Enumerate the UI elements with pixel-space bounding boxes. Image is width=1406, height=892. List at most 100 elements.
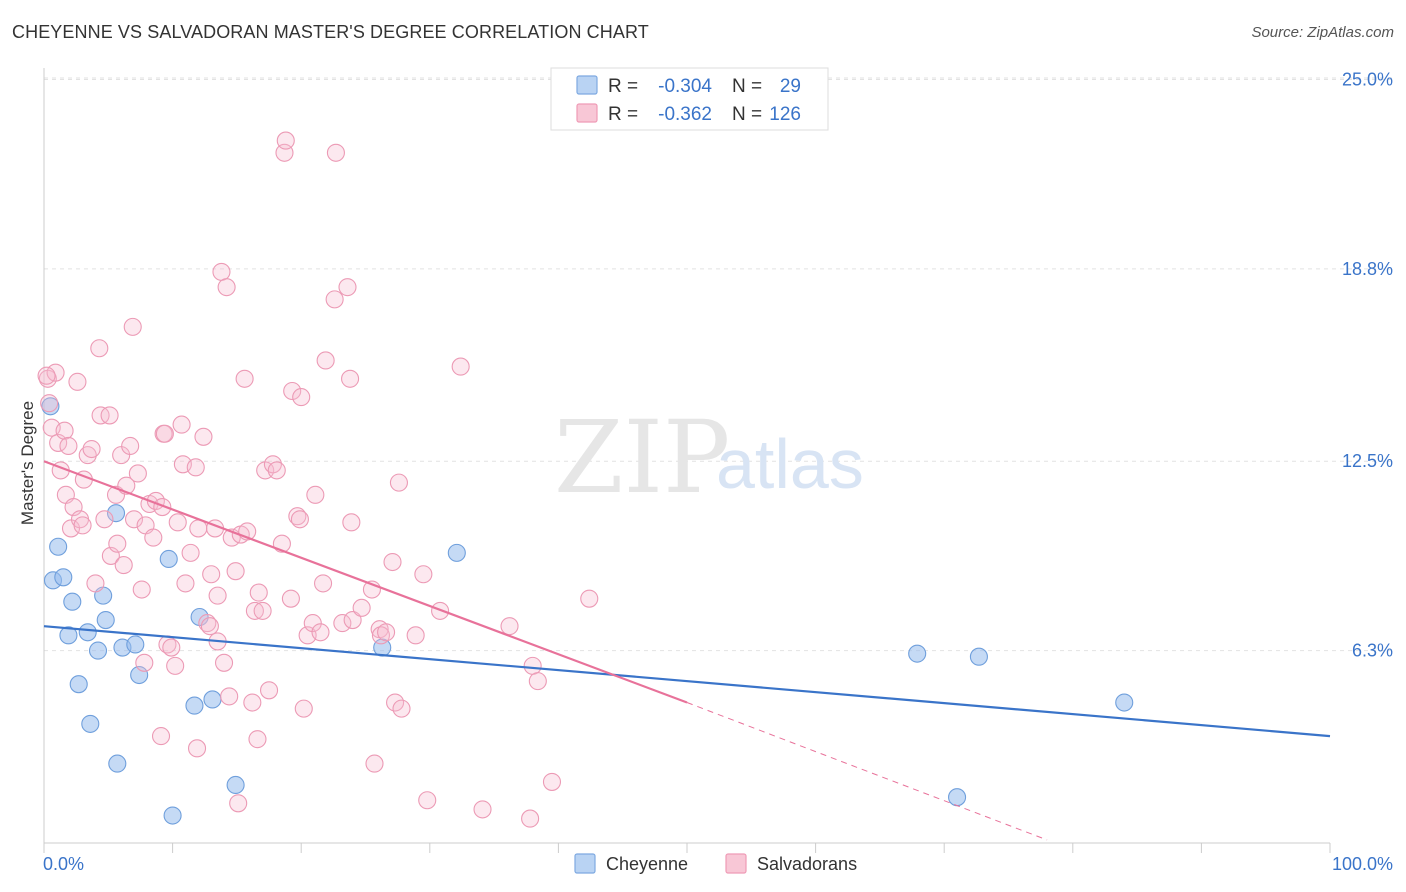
salvadoran-point — [338, 278, 357, 297]
cheyenne-trend-line — [43, 625, 1331, 738]
cheyenne-point — [59, 626, 78, 645]
salvadoran-point — [283, 381, 302, 401]
cheyenne-point — [159, 549, 178, 569]
salvadoran-point — [229, 794, 248, 813]
source-label: Source: ZipAtlas.com — [1251, 24, 1394, 41]
salvadoran-point — [371, 626, 390, 645]
salvadoran-point — [343, 611, 362, 630]
salvadoran-point — [542, 772, 562, 791]
legend-r-value-cheyenne: -0.304 — [658, 76, 712, 97]
cheyenne-point — [106, 504, 126, 523]
salvadoran-point — [59, 436, 78, 456]
cheyenne-point — [54, 568, 73, 587]
salvadoran-point — [95, 510, 114, 529]
cheyenne-point — [81, 714, 100, 733]
salvadoran-point — [166, 656, 185, 675]
cheyenne-point — [185, 696, 204, 715]
y-tick-label: 25.0% — [1342, 69, 1393, 89]
salvadoran-point — [406, 626, 425, 645]
salvadoran-point — [37, 366, 56, 385]
cheyenne-point — [447, 543, 466, 562]
salvadoran-point — [316, 351, 335, 370]
salvadoran-point — [523, 656, 542, 675]
salvadoran-point — [198, 614, 217, 633]
salvadoran-point — [341, 369, 360, 388]
salvadoran-point — [314, 574, 333, 593]
cheyenne-point — [41, 397, 60, 416]
y-axis-label: Master's Degree — [18, 401, 37, 525]
salvadoran-point — [86, 574, 105, 593]
salvadoran-point — [155, 424, 174, 443]
salvadoran-point — [389, 473, 408, 492]
salvadoran-point — [55, 421, 74, 440]
legend-swatch-salvadorans — [576, 103, 598, 123]
salvadoran-point — [200, 617, 219, 636]
legend-swatch-cheyenne — [576, 75, 598, 95]
x-tick-label-max: 100.0% — [1332, 854, 1393, 874]
cheyenne-point — [96, 611, 115, 630]
cheyenne-point — [108, 754, 127, 773]
salvadoran-point — [259, 681, 279, 700]
salvadoran-point — [352, 598, 371, 617]
salvadoran-point — [326, 143, 345, 162]
cheyenne-point — [126, 635, 145, 654]
salvadoran-point — [325, 290, 344, 309]
cheyenne-point — [163, 806, 182, 825]
salvadoran-point — [114, 556, 133, 575]
salvadoran-point — [311, 623, 330, 642]
x-ticks — [43, 843, 1331, 853]
cheyenne-point — [78, 623, 97, 642]
salvadoran-point — [500, 617, 519, 636]
salvadoran-point — [528, 672, 547, 691]
bottom-legend-swatch-salvadorans — [725, 853, 747, 874]
salvadoran-point — [235, 369, 254, 388]
cheyenne-point — [969, 647, 988, 666]
salvadoran-point — [124, 510, 144, 529]
salvadoran-point — [521, 809, 540, 828]
salvadoran-point — [153, 498, 172, 517]
salvadoran-point — [245, 601, 264, 620]
salvadoran-point — [176, 574, 195, 593]
salvadoran-point — [194, 427, 213, 446]
salvadoran-point — [249, 583, 268, 602]
salvadoran-point — [267, 461, 286, 480]
salvadoran-point — [414, 565, 433, 584]
salvadoran-point — [451, 357, 470, 376]
salvadoran-point — [68, 372, 87, 391]
salvadoran-trend-line-extension — [686, 702, 1048, 841]
salvadoran-point — [217, 278, 236, 297]
x-tick-label-min: 0.0% — [43, 854, 84, 874]
cheyenne-point — [948, 788, 967, 807]
legend-r-label-salvadorans: R = — [608, 104, 638, 125]
salvadoran-point — [202, 565, 221, 584]
salvadoran-point — [281, 589, 300, 608]
salvadoran-point — [186, 458, 205, 477]
salvadoran-points — [37, 131, 599, 828]
salvadoran-point — [90, 339, 109, 358]
y-tick-label: 18.8% — [1342, 259, 1393, 279]
salvadoran-point — [248, 730, 267, 749]
trend-lines — [43, 460, 1331, 841]
bottom-legend-label-salvadorans: Salvadorans — [757, 854, 857, 874]
legend-r-value-salvadorans: -0.362 — [658, 104, 712, 125]
y-tick-labels: 25.0% 18.8% 12.5% 6.3% — [1342, 69, 1393, 660]
salvadoran-point — [294, 699, 313, 718]
salvadoran-point — [135, 653, 154, 672]
salvadoran-point — [276, 131, 295, 150]
legend-n-value-salvadorans: 126 — [769, 104, 801, 125]
bottom-legend-label-cheyenne: Cheyenne — [606, 854, 688, 874]
cheyenne-point — [69, 675, 88, 694]
salvadoran-point — [214, 653, 234, 672]
salvadoran-point — [151, 727, 171, 746]
cheyenne-point — [226, 775, 245, 795]
salvadoran-point — [365, 754, 384, 773]
salvadoran-point — [473, 800, 492, 819]
cheyenne-point — [908, 644, 927, 663]
salvadoran-point — [333, 614, 352, 633]
salvadoran-point — [418, 791, 437, 810]
salvadoran-point — [100, 406, 119, 425]
salvadoran-point — [187, 739, 207, 758]
salvadoran-point — [220, 687, 239, 706]
salvadoran-point — [392, 699, 411, 718]
